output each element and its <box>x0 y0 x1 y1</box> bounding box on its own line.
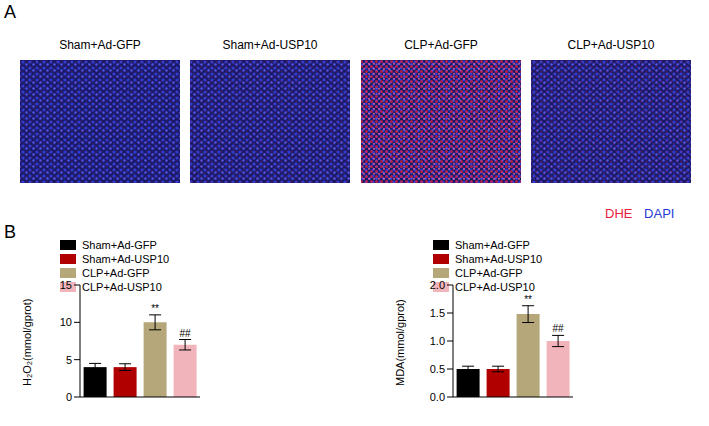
svg-text:0.5: 0.5 <box>430 363 445 375</box>
html-text:Sham+Ad-USP10: Sham+Ad-USP10 <box>82 253 170 265</box>
svg-text:10: 10 <box>60 316 72 328</box>
svg-text:1.5: 1.5 <box>430 307 445 319</box>
svg-text:**: ** <box>524 294 532 305</box>
html-text:CLP+Ad-USP10: CLP+Ad-USP10 <box>567 38 655 52</box>
html-text:B: B <box>4 222 16 242</box>
svg-text:1.0: 1.0 <box>430 335 445 347</box>
html-text:Sham+Ad-GFP: Sham+Ad-GFP <box>59 38 141 52</box>
svg-text:##: ## <box>180 328 192 339</box>
svg-text:**: ** <box>151 303 159 314</box>
html-text:Sham+Ad-GFP: Sham+Ad-GFP <box>82 239 157 251</box>
svg-text:15: 15 <box>60 280 72 291</box>
html-text:DHE: DHE <box>605 206 633 221</box>
html-text:Sham+Ad-USP10: Sham+Ad-USP10 <box>222 38 318 52</box>
svg-text:##: ## <box>553 323 565 334</box>
html-text:CLP+Ad-GFP: CLP+Ad-GFP <box>404 38 478 52</box>
html-text:CLP+Ad-USP10: CLP+Ad-USP10 <box>82 281 162 293</box>
html-text:DAPI: DAPI <box>644 206 675 221</box>
svg-text:2.0: 2.0 <box>430 280 445 291</box>
html-text:CLP+Ad-GFP: CLP+Ad-GFP <box>82 267 150 279</box>
html-text:Sham+Ad-USP10: Sham+Ad-USP10 <box>455 253 543 265</box>
html-text:CLP+Ad-GFP: CLP+Ad-GFP <box>455 267 523 279</box>
svg-text:H₂O₂(mmol/gprot): H₂O₂(mmol/gprot) <box>21 299 33 386</box>
html-text:Sham+Ad-GFP: Sham+Ad-GFP <box>455 239 530 251</box>
svg-text:MDA(mmol/gprot): MDA(mmol/gprot) <box>394 299 406 386</box>
html-text:CLP+Ad-USP10: CLP+Ad-USP10 <box>455 281 535 293</box>
svg-text:0: 0 <box>66 391 72 403</box>
html-text:A: A <box>4 2 16 22</box>
svg-text:0.0: 0.0 <box>430 391 445 403</box>
svg-text:5: 5 <box>66 354 72 366</box>
